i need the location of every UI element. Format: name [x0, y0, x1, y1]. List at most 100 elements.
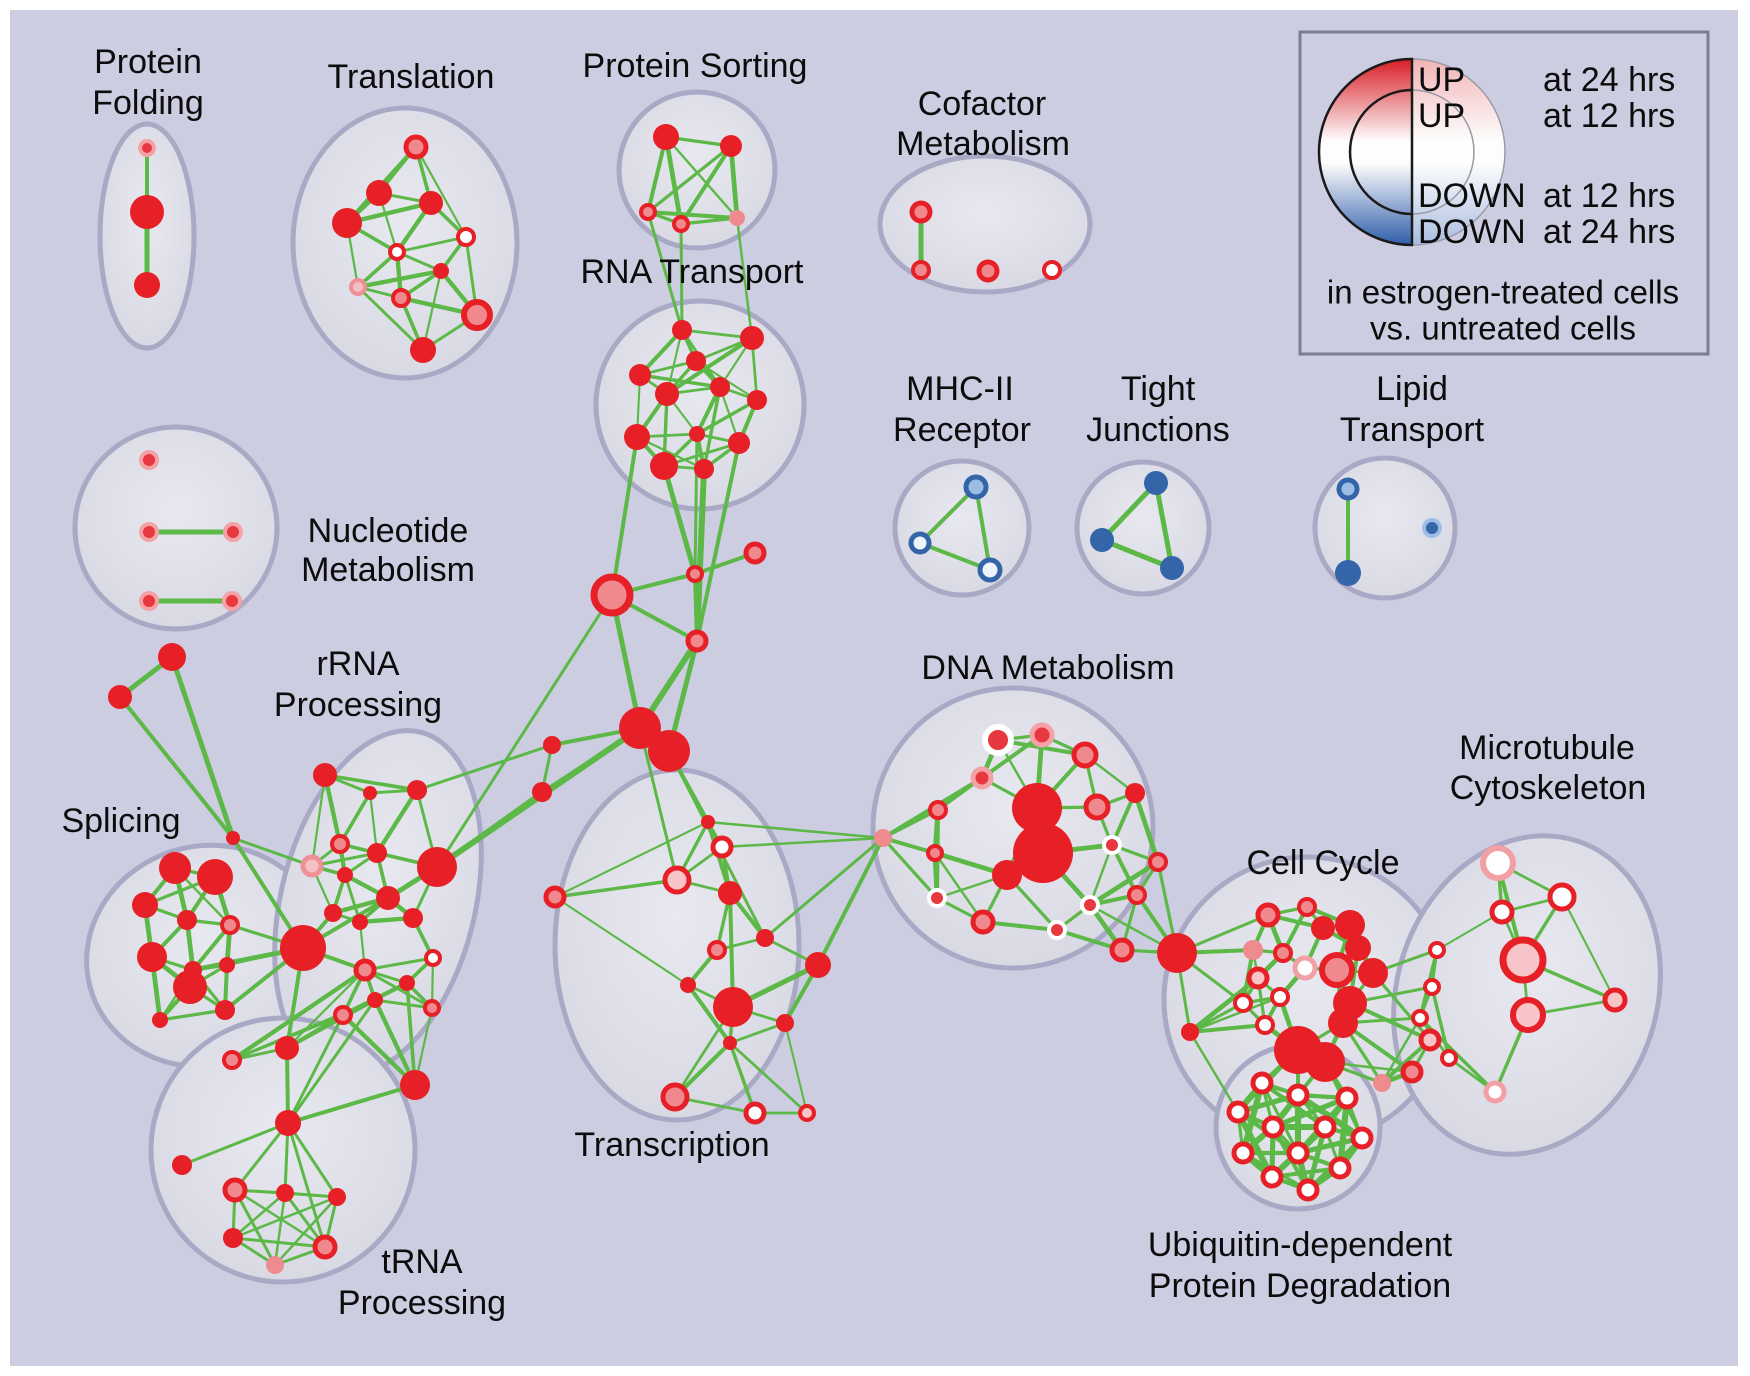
- node-dna-metabolism-17: [1047, 920, 1067, 940]
- node-transcription-6: [756, 929, 774, 947]
- node-ubiquitin-degradation-3: [1226, 1100, 1250, 1124]
- node-ubiquitin-degradation-0: [1250, 1071, 1274, 1095]
- node-tight-junctions-0: [1144, 471, 1168, 495]
- edge: [1435, 910, 1504, 952]
- node-dna-metabolism-13: [1148, 852, 1168, 872]
- edge: [918, 541, 992, 572]
- edge: [180, 1121, 290, 1167]
- node-protein-sorting-3: [672, 215, 690, 233]
- cluster-label-mhc-ii-receptor-line0: MHC-II: [906, 370, 1014, 408]
- edge: [663, 134, 684, 227]
- node-cell-cycle-19: [1181, 1023, 1199, 1041]
- node-microtubule-cytoskeleton-4: [1510, 997, 1546, 1033]
- node-translation-2: [419, 191, 443, 215]
- edge: [693, 432, 699, 576]
- node-transcription-14: [798, 1104, 816, 1122]
- edge: [1088, 843, 1114, 907]
- node-rna-transport-7: [624, 424, 650, 450]
- node-protein-sorting-0: [653, 124, 679, 150]
- node-splicing-10: [152, 1012, 168, 1028]
- node-transcription-10: [776, 1014, 794, 1032]
- node-rna-transport-4: [655, 382, 679, 406]
- cluster-label-tight-junctions-line1: Junctions: [1086, 411, 1230, 449]
- edge: [702, 385, 722, 471]
- node-cell-cycle-2: [1311, 916, 1335, 940]
- edge: [373, 998, 434, 1010]
- node-transcription-4: [543, 885, 567, 909]
- node-ubiquitin-degradation-10: [1260, 1165, 1284, 1189]
- node-protein-sorting-4: [729, 210, 745, 226]
- edge: [664, 335, 755, 397]
- node-rrna-processing-15: [367, 992, 383, 1008]
- cluster-label-microtubule-cytoskeleton-line1: Cytoskeleton: [1450, 769, 1647, 807]
- node-rna-transport-0: [672, 320, 692, 340]
- edge: [229, 967, 368, 1063]
- node-dna-metabolism-0: [982, 724, 1014, 756]
- edge: [1099, 537, 1175, 571]
- node-transcription-12: [660, 1082, 690, 1112]
- node-trna-processing-0: [275, 1110, 301, 1136]
- edge: [286, 998, 377, 1125]
- node-rrna-processing-0: [313, 763, 337, 787]
- node-rrna-processing-6: [337, 867, 353, 883]
- node-mhc-ii-receptor-2: [977, 557, 1003, 583]
- node-cell-cycle-18: [1373, 1074, 1391, 1092]
- node-splicing-9: [215, 1000, 235, 1020]
- node-connector-5: [648, 730, 690, 772]
- edge: [610, 435, 639, 597]
- edge: [695, 398, 759, 436]
- edge: [974, 485, 992, 572]
- node-dna-metabolism-19: [1109, 937, 1135, 963]
- node-microtubule-cytoskeleton-3: [1499, 936, 1547, 984]
- node-translation-7: [349, 278, 367, 296]
- cluster-label-nucleotide-metabolism-line0: Nucleotide: [308, 512, 469, 550]
- edge: [414, 145, 468, 239]
- node-connector-9: [108, 685, 132, 709]
- edge: [881, 836, 939, 900]
- cluster-label-lipid-transport-line1: Transport: [1340, 411, 1485, 449]
- node-dna-metabolism-10: [992, 860, 1022, 890]
- cluster-label-ubiquitin-degradation-line0: Ubiquitin-dependent: [1148, 1226, 1453, 1264]
- node-splicing-0: [159, 852, 191, 884]
- node-rrna-processing-8: [324, 904, 342, 922]
- edge: [1188, 1023, 1267, 1034]
- edge: [233, 1121, 290, 1192]
- legend-direction-1: UP: [1418, 97, 1465, 135]
- edge: [679, 144, 733, 226]
- node-microtubule-cytoskeleton-8: [1411, 1009, 1429, 1027]
- node-dna-metabolism-9: [1013, 823, 1073, 883]
- node-transcription-3: [718, 881, 742, 905]
- node-cell-cycle-13: [1255, 1015, 1275, 1035]
- node-mhc-ii-receptor-1: [908, 531, 932, 555]
- node-trna-processing-3: [276, 1184, 294, 1202]
- node-cell-cycle-15: [1328, 1008, 1358, 1038]
- edge: [169, 654, 236, 841]
- node-splicing-1: [197, 859, 233, 895]
- cluster-label-protein-sorting-line0: Protein Sorting: [583, 47, 808, 85]
- node-rrna-processing-13: [353, 958, 377, 982]
- node-microtubule-cytoskeleton-1: [1547, 882, 1577, 912]
- node-ubiquitin-degradation-6: [1350, 1126, 1374, 1150]
- legend: UP at 24 hrs UP at 12 hrs DOWN at 12 hrs DOWN a…: [1298, 30, 1710, 356]
- edge: [1294, 1091, 1366, 1142]
- edge: [1560, 895, 1617, 1002]
- edge: [728, 1021, 787, 1045]
- node-dna-metabolism-14: [927, 888, 947, 908]
- edge: [310, 773, 327, 868]
- node-connector-8: [158, 643, 186, 671]
- edge: [231, 1236, 327, 1249]
- edge: [368, 791, 379, 855]
- node-cell-cycle-7: [1273, 943, 1293, 963]
- cluster-label-protein-folding-line0: Protein: [94, 43, 202, 81]
- edge: [679, 222, 684, 332]
- edge: [323, 773, 419, 792]
- edge: [374, 787, 420, 856]
- node-cell-cycle-1: [1297, 897, 1317, 917]
- node-rna-transport-11: [694, 459, 714, 479]
- node-connector-3: [685, 629, 709, 653]
- edge: [415, 743, 554, 792]
- node-translation-9: [461, 299, 493, 331]
- edge: [783, 1021, 809, 1115]
- node-nucleotide-metabolism-0: [139, 450, 159, 470]
- legend-direction-3: DOWN: [1418, 213, 1526, 251]
